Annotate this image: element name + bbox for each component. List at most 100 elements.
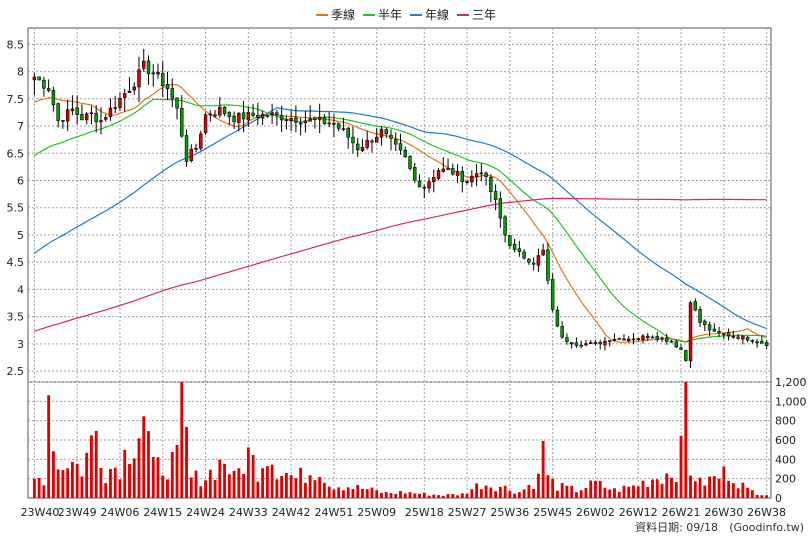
candle-body [61,120,65,122]
volume-bar [708,476,711,498]
volume-bar [603,487,607,498]
candle-body [313,117,317,121]
candle [403,146,407,159]
candle [294,105,298,133]
candle [731,330,736,339]
volume-bar [94,430,98,498]
candle [398,133,403,155]
volume-bar [456,495,459,498]
volume-bar [727,480,731,498]
candle [607,340,612,347]
volume-bar [213,479,217,498]
candle-body [103,117,108,120]
candle [156,63,160,79]
candle [189,144,194,163]
volume-bar [166,479,169,498]
candle-body [184,135,189,162]
candle [527,258,531,265]
candle-body [332,123,336,125]
volume-bar [185,426,188,498]
price-tick-label: 5.5 [7,202,25,215]
candle [32,72,37,96]
candle [422,184,427,199]
volume-bar [536,473,540,498]
candle [574,337,579,348]
candle-body [161,73,165,86]
candle-body [398,143,403,151]
volume-bar [570,485,574,498]
candle-body [408,156,412,169]
candle-body [218,106,222,116]
candle-body [669,340,674,343]
price-tick-label: 8 [17,66,24,79]
volume-tick-label: 800 [775,415,796,428]
candle-body [489,177,493,193]
volume-bar [99,467,103,498]
candle-body [646,335,650,339]
price-tick-label: 7 [17,120,24,133]
candle [627,336,631,343]
candle-body [531,262,536,265]
candle-body [455,171,460,176]
candle-body [631,338,636,341]
candle-body [479,172,484,175]
volume-bar [632,485,635,498]
volume-bar [408,492,412,498]
candle [379,126,384,146]
candle [641,334,645,344]
volume-bar [627,486,631,498]
volume-bar [170,451,174,498]
volume-bar [479,489,483,498]
price-tick-label: 3.5 [7,311,25,324]
volume-bar [655,479,659,498]
candle-body [579,344,583,347]
volume-bar [584,488,588,498]
volume-bar [332,489,336,498]
volume-bar [551,478,555,498]
volume-bar [256,481,260,498]
candle [588,339,593,345]
candle [741,335,745,345]
volume-bar [641,480,645,498]
candle-body [726,332,731,337]
volume-bar [484,485,488,498]
candle [170,78,174,108]
volume-bar [85,452,89,498]
candle [531,257,536,271]
candle-body [80,113,84,121]
legend-label-three-year: 三年 [472,8,496,22]
candle-body [745,336,750,341]
candle [322,114,327,125]
candle-body [265,115,270,117]
candle-body [603,340,607,346]
volume-bar [237,468,241,498]
volume-bar [598,480,602,498]
volume-bar [175,444,179,498]
time-tick-label: 23W40 [21,506,60,519]
candle-body [227,112,232,117]
candle-body [512,243,517,250]
candle-body [617,338,621,340]
candle [498,191,503,228]
price-tick-label: 6 [17,174,24,187]
volume-bar [380,492,383,498]
candle-body [555,309,560,327]
candle-body [588,342,593,344]
volume-bar [104,483,108,498]
volume-bar [118,479,122,498]
candle [165,71,170,100]
candle [103,114,108,122]
volume-bar [342,490,345,498]
candle-body [655,336,659,340]
candle [555,306,560,328]
volume-bar [470,489,474,498]
volume-bar [265,466,269,498]
candle [603,336,607,351]
candle [517,240,522,257]
volume-bar [446,494,450,498]
candle-body [175,97,179,109]
volume-bars [32,382,769,498]
candle-body [607,340,612,342]
volume-bar [760,495,764,498]
candle [764,340,769,349]
